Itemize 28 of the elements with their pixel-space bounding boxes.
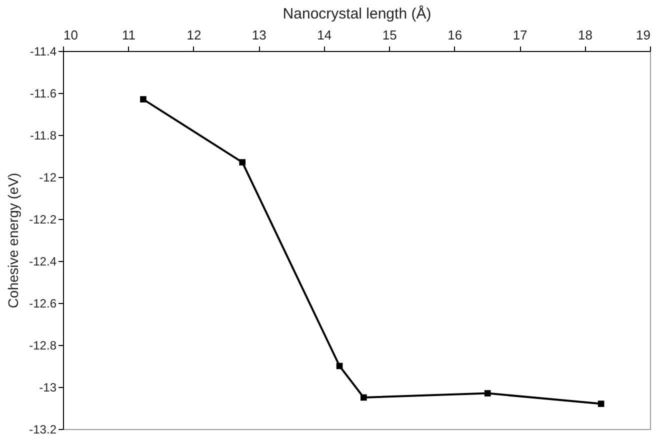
point xyxy=(336,362,343,370)
x-tick-label: 16 xyxy=(448,28,462,42)
x-tick-label: 17 xyxy=(512,28,528,42)
x-tick-label: 10 xyxy=(64,28,78,42)
point xyxy=(598,400,604,407)
x-tick-label: 15 xyxy=(382,28,397,42)
point xyxy=(360,394,367,401)
y-tick-label: -12 xyxy=(39,170,57,184)
x-tick-label: 12 xyxy=(186,28,202,42)
x-tick-label: 14 xyxy=(317,28,332,42)
y-tick-label: -12.2 xyxy=(29,212,57,226)
y-tick-label: -12.6 xyxy=(29,296,57,310)
x-tick-label: 18 xyxy=(578,28,593,42)
point xyxy=(484,390,491,396)
y-tick-label: -13 xyxy=(39,380,57,394)
x-tick-label: 19 xyxy=(636,28,650,42)
y-tick-label: -12.4 xyxy=(29,254,57,268)
y-tick-label: -11.6 xyxy=(30,86,57,100)
y-axis-title: Cohesive energy (eV) xyxy=(5,172,22,308)
x-axis-title: Nanocrystal length (Å) xyxy=(282,4,432,22)
x-tick-label: 11 xyxy=(122,28,136,42)
point xyxy=(239,159,246,166)
y-tick-label: -11.4 xyxy=(30,44,57,58)
x-tick-label: 13 xyxy=(252,28,266,42)
y-tick-label: -13.2 xyxy=(29,422,57,436)
y-tick-label: -11.8 xyxy=(30,128,57,142)
y-tick-label: -12.8 xyxy=(29,338,57,352)
point xyxy=(140,96,146,102)
